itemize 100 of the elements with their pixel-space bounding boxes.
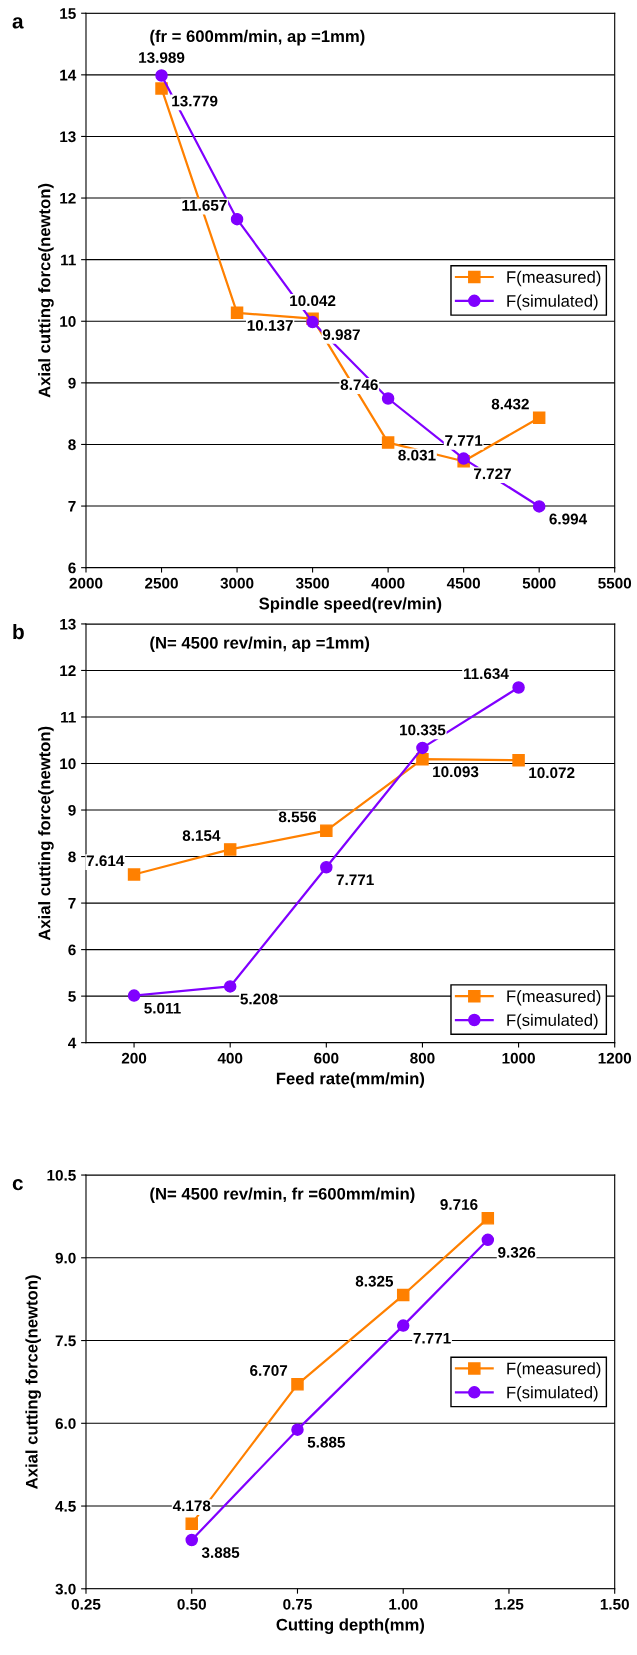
y-tick-label: 13 <box>60 131 76 143</box>
legend-label: F(simulated) <box>507 294 598 311</box>
point <box>416 741 429 755</box>
y-tick-label: 11 <box>61 254 76 266</box>
data-label: 7.727 <box>474 468 511 480</box>
x-tick-label: 2500 <box>145 577 178 589</box>
data-label: 3.885 <box>201 1547 240 1558</box>
y-tick-label: 5 <box>68 991 76 1002</box>
y-tick-label: 12 <box>60 665 76 676</box>
x-tick-label: 0.25 <box>71 1598 101 1610</box>
x-tick-label: 1.50 <box>600 1598 629 1610</box>
y-tick-label: 10 <box>60 316 76 327</box>
point <box>127 868 141 881</box>
data-label: 5.885 <box>307 1436 346 1448</box>
y-tick-label: 3.0 <box>55 1583 76 1595</box>
legend-label: F(measured) <box>507 1362 601 1378</box>
data-label: 8.325 <box>355 1275 394 1287</box>
chart-title: a <box>12 17 24 29</box>
data-label: 10.137 <box>247 319 293 331</box>
data-label: 11.634 <box>463 668 509 680</box>
y-tick-label: 9 <box>68 804 76 816</box>
data-label: 8.432 <box>491 398 529 410</box>
point <box>532 411 546 425</box>
data-label: 6.707 <box>250 1365 288 1376</box>
data-label: 7.771 <box>336 874 374 886</box>
x-tick-label: 600 <box>314 1052 339 1064</box>
x-tick-label: 5500 <box>598 577 632 589</box>
x-axis-title: Cutting depth(mm) <box>276 1618 425 1634</box>
y-tick-label: 6 <box>68 562 76 574</box>
y-tick-label: 7.5 <box>55 1335 76 1347</box>
point <box>512 753 525 767</box>
data-label: 8.154 <box>182 830 221 841</box>
point <box>512 681 525 694</box>
y-axis-title: Axial cutting force(newton) <box>38 726 54 941</box>
data-label: 8.031 <box>398 449 436 461</box>
x-tick-label: 0.50 <box>177 1598 206 1610</box>
y-tick-label: 11 <box>61 712 76 723</box>
y-tick-label: 9.0 <box>55 1252 76 1264</box>
y-tick-label: 4.5 <box>55 1501 76 1512</box>
point <box>320 824 333 837</box>
x-tick-label: 1000 <box>502 1052 535 1064</box>
x-tick-label: 400 <box>217 1052 243 1064</box>
point <box>223 980 237 993</box>
data-label: 8.746 <box>340 379 378 391</box>
y-tick-label: 9 <box>68 377 76 389</box>
data-label: 4.178 <box>172 1500 211 1512</box>
legend-label: F(simulated) <box>507 1386 598 1402</box>
point <box>481 1233 495 1247</box>
point <box>127 989 141 1002</box>
x-tick-label: 800 <box>410 1052 435 1064</box>
data-label: 10.042 <box>290 295 336 307</box>
x-tick-label: 4000 <box>371 577 405 589</box>
point <box>416 752 429 766</box>
point <box>185 1517 198 1531</box>
data-label: 6.994 <box>549 513 588 525</box>
point <box>381 436 395 449</box>
point <box>185 1533 198 1547</box>
data-label: 9.716 <box>440 1199 478 1210</box>
data-label: 9.326 <box>498 1246 536 1258</box>
point <box>532 500 546 513</box>
data-label: 9.987 <box>322 329 360 341</box>
x-tick-label: 200 <box>121 1052 147 1064</box>
x-tick-label: 3000 <box>220 577 254 589</box>
text: (N= 4500 rev/min, ap =1mm) <box>150 636 370 653</box>
data-label: 11.657 <box>182 199 227 211</box>
data-label: 13.989 <box>139 52 185 63</box>
point <box>396 1319 410 1332</box>
x-tick-label: 2000 <box>69 577 103 589</box>
x-tick-label: 4500 <box>446 577 481 589</box>
y-tick-label: 4 <box>68 1037 77 1049</box>
data-label: 5.208 <box>240 993 278 1005</box>
point <box>155 82 168 95</box>
text: (fr = 600mm/min, ap =1mm) <box>150 29 365 46</box>
point <box>306 315 319 329</box>
data-label: 8.556 <box>278 811 317 823</box>
chart-title: b <box>13 623 24 640</box>
y-axis-title: Axial cutting force(newton) <box>25 1275 41 1489</box>
data-label: 5.011 <box>144 1002 181 1014</box>
point <box>291 1378 304 1391</box>
legend-label: F(simulated) <box>507 1013 598 1030</box>
data-label: 10.072 <box>529 767 575 779</box>
y-tick-label: 6 <box>68 944 76 956</box>
y-tick-label: 10.5 <box>47 1169 76 1181</box>
y-tick-label: 12 <box>60 192 76 204</box>
y-tick-label: 13 <box>60 618 76 630</box>
point <box>396 1288 410 1302</box>
data-label: 10.093 <box>433 766 479 778</box>
x-axis-title: Feed rate(mm/min) <box>276 1072 425 1088</box>
data-label: 13.779 <box>172 95 218 107</box>
data-label: 7.771 <box>413 1332 451 1344</box>
data-label: 7.771 <box>445 435 483 446</box>
legend-label: F(measured) <box>507 270 601 287</box>
y-tick-label: 15 <box>60 8 76 19</box>
chart-title: c <box>12 1178 23 1191</box>
y-axis-title: Axial cutting force(newton) <box>38 183 54 398</box>
y-tick-label: 6.0 <box>55 1418 76 1429</box>
y-tick-label: 14 <box>60 69 77 81</box>
x-axis-title: Spindle speed(rev/min) <box>259 597 442 613</box>
y-tick-label: 7 <box>68 501 76 512</box>
point <box>481 1212 495 1225</box>
